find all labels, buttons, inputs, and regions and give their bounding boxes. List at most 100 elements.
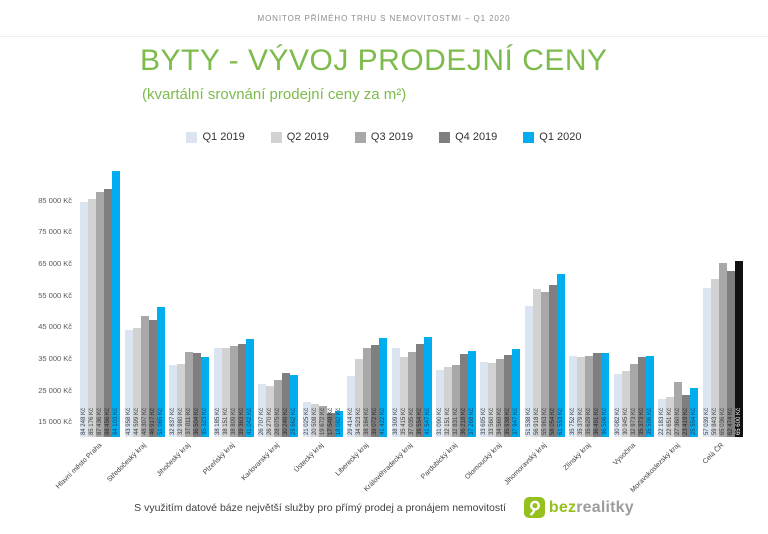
bar-value-label: 41 042 Kč [246, 407, 253, 435]
bar-value-label: 58 054 Kč [549, 407, 556, 435]
bar: 36 491 Kč [593, 353, 602, 437]
bar: 35 596 Kč [645, 356, 654, 437]
bar-value-label: 46 917 Kč [149, 407, 156, 435]
bar: 36 218 Kč [459, 354, 468, 437]
legend-item-q1-2020: Q1 2020 [523, 131, 582, 143]
x-axis-label: Karlovarský kraj [240, 442, 282, 483]
footer-note: S využitím datové báze největší služby p… [134, 501, 506, 514]
bar-group-10: 33 695 Kč 33 560 Kč 34 569 Kč 35 938 Kč 37 9… [478, 165, 522, 437]
bar-value-label: 37 268 Kč [468, 407, 475, 435]
bar: 38 185 Kč [213, 347, 222, 437]
bar: 35 629 Kč [585, 355, 594, 437]
bar-value-label: 61 553 Kč [557, 407, 564, 435]
bar-value-label: 30 945 Kč [622, 407, 629, 435]
bar: 84 248 Kč [80, 202, 89, 437]
bar: 29 662 Kč [290, 374, 299, 437]
bar-value-label: 35 323 Kč [202, 407, 209, 435]
bar: 34 523 Kč [355, 359, 364, 437]
bar-group-14: 22 183 Kč 22 651 Kč 27 360 Kč 23 419 Kč 25 5… [656, 165, 700, 437]
bar: 37 035 Kč [407, 351, 416, 437]
x-axis-label: Plzeňský kraj [202, 442, 237, 477]
x-axis-label: Celá ČR [702, 442, 726, 466]
bar: 27 360 Kč [674, 382, 683, 437]
bar: 39 363 Kč [237, 344, 246, 437]
bar-group-13: 30 082 Kč 30 945 Kč 32 973 Kč 35 373 Kč 35 5… [612, 165, 656, 437]
x-axis-label: Hlavní město Praha [54, 442, 104, 491]
bar: 38 164 Kč [363, 347, 372, 437]
bar: 37 947 Kč [512, 348, 521, 437]
bar-value-label: 56 918 Kč [533, 407, 540, 435]
bar-value-label: 38 809 Kč [230, 407, 237, 435]
bar-value-label: 25 554 Kč [691, 407, 698, 435]
logo-text-realitky: realitky [576, 498, 634, 516]
bar: 30 945 Kč [621, 370, 630, 437]
bar: 28 075 Kč [274, 379, 283, 437]
x-axis-label: Jihočeský kraj [156, 442, 193, 479]
bar-value-label: 37 035 Kč [408, 407, 415, 435]
bar-value-label: 39 554 Kč [416, 407, 423, 435]
bar: 43 958 Kč [124, 329, 133, 437]
x-axis-label: Liberecký kraj [334, 442, 370, 478]
bar: 56 918 Kč [532, 288, 541, 437]
chart-legend: Q1 2019 Q2 2019 Q3 2019 Q4 2019 Q1 2020 [0, 131, 768, 143]
bar: 51 538 Kč [524, 305, 533, 437]
bar-value-label: 21 025 Kč [303, 407, 310, 435]
bar: 31 090 Kč [435, 370, 444, 437]
bar: 35 938 Kč [504, 355, 513, 437]
bar: 85 176 Kč [88, 199, 97, 437]
bar: 26 707 Kč [258, 384, 267, 437]
y-axis-tick: 65 000 Kč [38, 259, 72, 269]
bar: 19 672 Kč [318, 406, 327, 437]
bar: 20 508 Kč [310, 403, 319, 437]
legend-swatch [523, 131, 535, 143]
bar-value-label: 28 075 Kč [275, 407, 282, 435]
bar-group-11: 51 538 Kč 56 918 Kč 55 963 Kč 58 054 Kč 61 5… [523, 165, 567, 437]
bar: 22 651 Kč [666, 397, 675, 437]
bar-value-label: 32 973 Kč [630, 407, 637, 435]
bar: 32 831 Kč [451, 364, 460, 437]
legend-label: Q1 2019 [202, 131, 245, 143]
bar: 25 554 Kč [690, 387, 699, 437]
bar-group-8: 38 309 Kč 35 415 Kč 37 035 Kč 39 554 Kč 41 5… [389, 165, 433, 437]
bar: 21 025 Kč [302, 402, 311, 437]
bar-highlight: 65 600 Kč [734, 261, 743, 437]
bar: 87 436 Kč [96, 192, 105, 437]
bar-group-4: 38 185 Kč 38 151 Kč 38 809 Kč 39 363 Kč 41 0… [211, 165, 255, 437]
bar-value-label: 29 414 Kč [348, 407, 355, 435]
legend-label: Q2 2019 [286, 131, 329, 143]
bar: 39 072 Kč [371, 345, 380, 437]
x-axis-label: Vysočina [611, 442, 637, 467]
x-axis-label: Zlínský kraj [562, 442, 593, 472]
legend-item-q4-2019: Q4 2019 [439, 131, 497, 143]
bar: 35 323 Kč [201, 356, 210, 437]
bar: 35 379 Kč [577, 356, 586, 437]
logo-wordmark: bezrealitky [549, 499, 634, 517]
bar-group-9: 31 090 Kč 32 151 Kč 32 831 Kč 36 218 Kč 37 2… [434, 165, 478, 437]
bar-group-1: 84 248 Kč 85 176 Kč 87 436 Kč 88 456 Kč 94 1… [78, 165, 122, 437]
bar: 34 569 Kč [496, 359, 505, 437]
bar: 35 752 Kč [569, 355, 578, 437]
bar: 33 695 Kč [480, 362, 489, 437]
bar-value-label: 38 151 Kč [222, 407, 229, 435]
bar: 51 065 Kč [156, 307, 165, 437]
legend-swatch [354, 131, 366, 143]
bar: 46 917 Kč [148, 320, 157, 437]
bar-value-label: 35 415 Kč [400, 407, 407, 435]
bar: 41 422 Kč [379, 337, 388, 437]
bar: 32 980 Kč [177, 364, 186, 437]
bar-value-label: 38 309 Kč [392, 407, 399, 435]
bar-value-label: 31 090 Kč [436, 407, 443, 435]
bar: 94 103 Kč [112, 171, 121, 437]
bar: 37 268 Kč [467, 350, 476, 437]
bar-value-label: 41 547 Kč [424, 407, 431, 435]
bar-value-label: 44 599 Kč [133, 407, 140, 435]
bar-group-3: 32 837 Kč 32 980 Kč 37 011 Kč 36 504 Kč 35 3… [167, 165, 211, 437]
bar-value-label: 26 270 Kč [267, 407, 274, 435]
bar-value-label: 35 596 Kč [646, 407, 653, 435]
bar-value-label: 55 963 Kč [541, 407, 548, 435]
footer: S využitím datové báze největší služby p… [0, 497, 768, 518]
legend-swatch [270, 131, 282, 143]
y-axis-tick: 45 000 Kč [38, 322, 72, 332]
y-axis-tick: 85 000 Kč [38, 195, 72, 205]
y-axis-tick: 75 000 Kč [38, 227, 72, 237]
